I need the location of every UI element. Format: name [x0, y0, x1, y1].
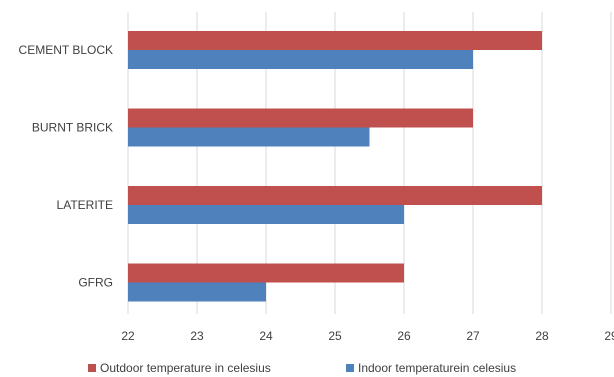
- bars: [128, 31, 542, 302]
- bar-gfrg-outdoor: [128, 263, 404, 283]
- bar-gfrg-indoor: [128, 282, 266, 302]
- bar-cement-block-indoor: [128, 50, 473, 69]
- x-tick-label-27: 27: [466, 329, 480, 343]
- legend-label-indoor: Indoor temperaturein celesius: [358, 361, 516, 375]
- legend: Outdoor temperature in celesius Indoor te…: [88, 361, 516, 375]
- x-tick-label-22: 22: [121, 329, 135, 343]
- bar-laterite-outdoor: [128, 186, 542, 205]
- x-tick-label-26: 26: [397, 329, 411, 343]
- bar-burnt-brick-outdoor: [128, 108, 473, 128]
- legend-label-outdoor: Outdoor temperature in celesius: [100, 361, 271, 375]
- legend-swatch-indoor: [346, 364, 354, 372]
- bar-burnt-brick-indoor: [128, 127, 370, 147]
- bar-laterite-indoor: [128, 205, 404, 224]
- category-label-laterite: LATERITE: [57, 198, 113, 212]
- x-tick-label-28: 28: [535, 329, 549, 343]
- x-tick-label-29: 29: [604, 329, 614, 343]
- x-tick-label-25: 25: [328, 329, 342, 343]
- x-tick-label-24: 24: [259, 329, 273, 343]
- x-tick-labels: 22 23 24 25 26 27 28 29: [121, 329, 614, 343]
- category-label-gfrg: GFRG: [78, 276, 113, 290]
- bar-cement-block-outdoor: [128, 31, 542, 50]
- category-labels: CEMENT BLOCK BURNT BRICK LATERITE GFRG: [19, 43, 113, 290]
- category-label-burnt-brick: BURNT BRICK: [32, 121, 113, 135]
- category-label-cement-block: CEMENT BLOCK: [19, 43, 113, 57]
- x-tick-label-23: 23: [190, 329, 204, 343]
- legend-swatch-outdoor: [88, 364, 96, 372]
